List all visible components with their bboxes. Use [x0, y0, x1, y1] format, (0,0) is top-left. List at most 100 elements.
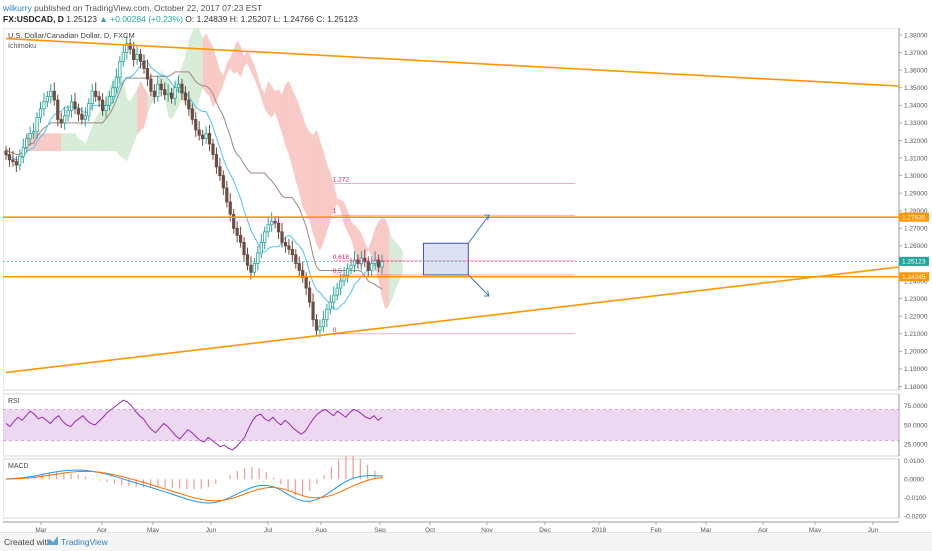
candle-body [111, 87, 115, 97]
time-tick-label: Jul [264, 527, 273, 532]
candle-body [138, 53, 143, 62]
ichimoku-cloud-segment [92, 117, 96, 152]
ichimoku-cloud-segment [299, 105, 303, 208]
chart-title: U.S. Dollar/Canadian Dollar, D, FXCM [8, 31, 135, 40]
price-tick-label: 1.30000 [904, 173, 928, 180]
price-tick-label: 1.29000 [904, 190, 928, 197]
ichimoku-cloud-segment [257, 75, 262, 99]
ichimoku-cloud-segment [378, 217, 383, 299]
ichimoku-cloud-segment [54, 133, 58, 152]
candle-body [238, 234, 243, 243]
time-tick-label: Jun [868, 527, 879, 532]
candle-body [180, 83, 184, 94]
ichimoku-cloud-segment [395, 242, 400, 289]
candle-body [76, 108, 81, 115]
price-tick-label: 1.18000 [904, 384, 928, 391]
candle-body [125, 43, 129, 54]
ichimoku-cloud-segment [78, 138, 82, 152]
tradingview-brand[interactable]: TradingView [61, 537, 108, 547]
candle-body [73, 101, 77, 110]
candle-body [97, 96, 101, 101]
candle-body [263, 231, 267, 243]
candle-body [80, 113, 84, 120]
ichimoku-cloud-segment [61, 133, 65, 152]
ichimoku-cloud-segment [237, 40, 241, 78]
ichimoku-cloud-segment [216, 57, 220, 102]
candle-body [252, 263, 256, 273]
time-tick-label: May [809, 527, 822, 532]
candle-body [83, 115, 87, 120]
price-tick-label: 1.38000 [904, 32, 928, 39]
candle-body [249, 264, 253, 273]
candle-body [328, 301, 332, 310]
chart-area[interactable]: 1.272 1 0.618 0.5 0 1.38000 1.37000 1.36000 1.35… [2, 22, 929, 534]
candle-body [242, 241, 246, 256]
price-tick-label: 1.35000 [904, 85, 928, 92]
candle-body [49, 90, 53, 97]
price-tag [899, 212, 929, 222]
price-tag-label: 1.24245 [902, 274, 926, 281]
ichimoku-cloud-segment [140, 80, 144, 130]
price-tick-label: 1.36000 [904, 67, 928, 74]
candle-body [4, 150, 8, 155]
fib-level-label: 1.272 [333, 177, 350, 184]
ichimoku-cloud-segment [130, 94, 134, 153]
ichimoku-cloud-segment [150, 94, 155, 106]
candle-body [121, 52, 125, 62]
ichimoku-cloud-segment [364, 242, 369, 260]
candle-body [370, 263, 374, 271]
price-tick-label: 1.32000 [904, 138, 928, 145]
fib-level-label: 0.618 [333, 254, 350, 261]
candle-body [228, 201, 232, 215]
candle-body [28, 133, 32, 140]
breakdown-arrow [467, 274, 490, 297]
ichimoku-cloud-segment [68, 133, 72, 152]
price-tick-label: 1.23000 [904, 296, 928, 303]
price-tick-label: 1.20000 [904, 349, 928, 356]
candle-body [273, 220, 277, 224]
candle-body [287, 245, 291, 250]
arrow-head-icon [484, 214, 490, 221]
price-tick-label: 1.31000 [904, 155, 928, 162]
candle-body [59, 118, 63, 124]
candle-body [270, 220, 274, 226]
candle-body [166, 92, 170, 96]
macd-tick-label: 0.0100 [904, 458, 924, 465]
ichimoku-cloud-segment [75, 133, 79, 152]
candle-body [159, 83, 163, 90]
author-link[interactable]: wilkurry [3, 3, 32, 13]
rsi-line [5, 399, 383, 451]
candle-body [207, 133, 212, 145]
candle-body [294, 254, 298, 264]
ichimoku-cloud-segment [302, 115, 307, 215]
candle-body [42, 101, 46, 110]
candle-body [18, 155, 22, 166]
price-tick-label: 1.37000 [904, 50, 928, 57]
ichimoku-cloud-segment [254, 64, 258, 88]
consolidation-box [422, 242, 469, 276]
candle-body [245, 254, 250, 266]
macd-title: MACD [8, 463, 29, 470]
ichimoku-cloud-segment [43, 133, 48, 152]
time-tick-label: Feb [650, 527, 662, 532]
rsi-tick-label: 50.0000 [904, 422, 928, 429]
candle-body [183, 92, 187, 101]
price-tick-label: 1.33000 [904, 120, 928, 127]
candle-body [14, 161, 18, 166]
price-tick-label: 1.22000 [904, 313, 928, 320]
ichimoku-cloud-segment [399, 245, 403, 282]
indicator-label: Ichimoku [8, 43, 36, 50]
ichimoku-cloud-segment [323, 151, 327, 243]
candle-body [290, 249, 294, 256]
ichimoku-cloud-segment [330, 172, 334, 222]
ichimoku-cloud-segment [230, 49, 234, 74]
candle-body [339, 280, 343, 289]
published-text: published on TradingView.com, October 22… [31, 3, 263, 13]
candle-body [314, 319, 319, 331]
candle-body [376, 259, 381, 268]
ichimoku-cloud-segment [47, 133, 51, 152]
pane-frame-1 [2, 27, 900, 391]
ichimoku-cloud-segment [244, 50, 248, 67]
chart-svg[interactable]: 1.272 1 0.618 0.5 0 1.38000 1.37000 1.36000 1.35… [2, 22, 929, 534]
ichimoku-cloud-segment [313, 129, 317, 245]
